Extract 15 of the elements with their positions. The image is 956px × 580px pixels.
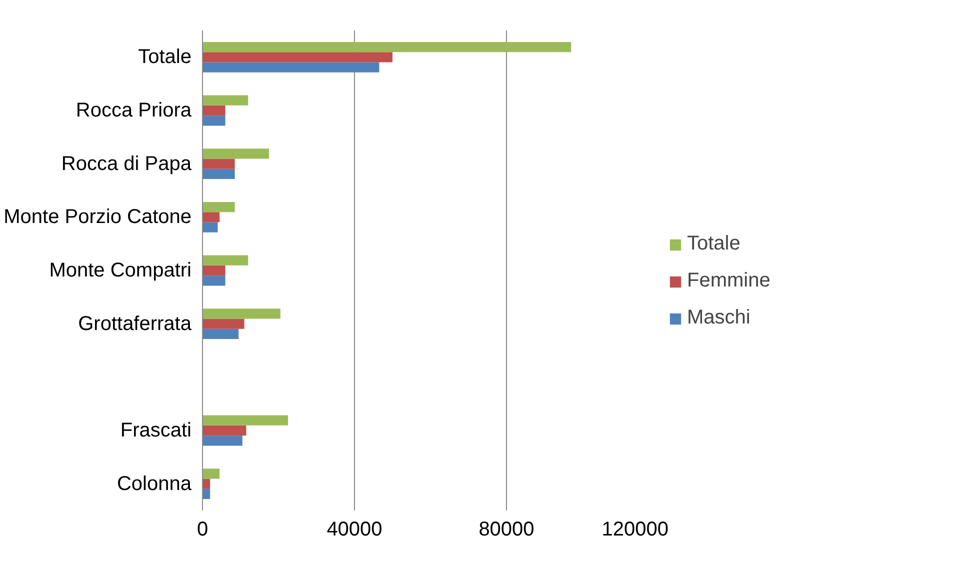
x-tick-label: 40000	[326, 518, 382, 540]
legend-label: Femmine	[687, 270, 770, 292]
y-tick-label: Rocca di Papa	[61, 152, 192, 175]
x-tick-label: 120000	[602, 518, 669, 540]
y-tick-label: Frascati	[120, 420, 192, 442]
legend-label: Totale	[687, 232, 740, 256]
y-tick-label: Monte Compatri	[49, 260, 192, 282]
y-tick-label: Grottaferrata	[78, 312, 192, 335]
legend-label: Maschi	[687, 306, 750, 330]
y-tick-label: Monte Porzio Catone	[4, 206, 192, 228]
x-tick-label: 0	[196, 518, 208, 540]
x-tick-label: 80000	[478, 518, 534, 540]
y-tick-label: Rocca Priora	[76, 100, 192, 122]
y-tick-label: Colonna	[117, 472, 192, 495]
y-tick-label: Totale	[138, 46, 192, 68]
